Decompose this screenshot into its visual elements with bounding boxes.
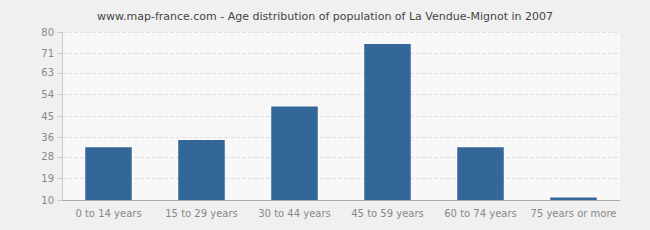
svg-text:54: 54 bbox=[41, 89, 54, 100]
svg-text:28: 28 bbox=[41, 151, 54, 162]
svg-text:71: 71 bbox=[41, 48, 54, 59]
svg-text:www.map-france.com - Age distr: www.map-france.com - Age distribution of… bbox=[97, 10, 553, 23]
svg-text:19: 19 bbox=[41, 173, 54, 184]
svg-text:45 to 59 years: 45 to 59 years bbox=[351, 208, 424, 219]
svg-text:63: 63 bbox=[41, 67, 54, 78]
svg-text:15 to 29 years: 15 to 29 years bbox=[165, 208, 238, 219]
svg-text:60 to 74 years: 60 to 74 years bbox=[444, 208, 517, 219]
svg-text:36: 36 bbox=[41, 132, 54, 143]
svg-text:30 to 44 years: 30 to 44 years bbox=[258, 208, 331, 219]
svg-text:80: 80 bbox=[41, 27, 54, 38]
svg-text:45: 45 bbox=[41, 111, 54, 122]
svg-text:10: 10 bbox=[41, 195, 54, 206]
svg-text:0 to 14 years: 0 to 14 years bbox=[75, 208, 141, 219]
svg-text:75 years or more: 75 years or more bbox=[531, 208, 617, 219]
